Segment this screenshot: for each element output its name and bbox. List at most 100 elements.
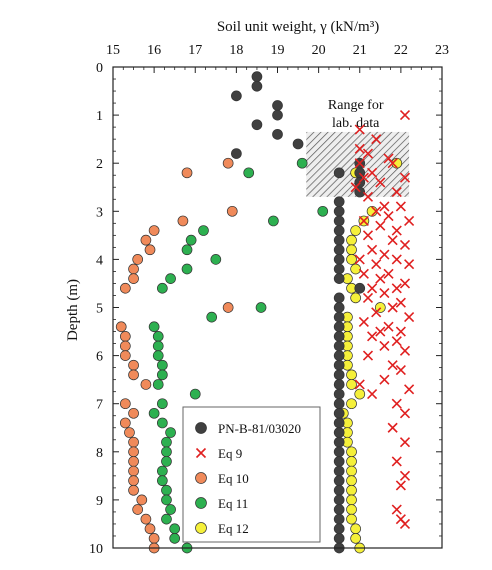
data-point — [354, 124, 365, 135]
data-point — [362, 191, 374, 202]
data-point — [350, 225, 361, 236]
x-tick-label: 19 — [271, 43, 285, 58]
data-point — [128, 369, 139, 381]
data-point — [185, 234, 197, 246]
data-point — [119, 398, 131, 410]
legend-label: Eq 11 — [218, 496, 248, 511]
data-point — [251, 119, 263, 131]
data-point — [367, 389, 378, 400]
data-point — [333, 359, 345, 371]
data-point — [128, 359, 139, 371]
data-point — [354, 158, 365, 169]
data-point — [148, 321, 160, 333]
data-point — [317, 205, 329, 217]
series-eq-12 — [337, 157, 403, 554]
data-point — [292, 138, 304, 150]
legend-marker — [195, 472, 207, 484]
data-point — [128, 436, 139, 448]
legend-label: PN-B-81/03020 — [218, 421, 301, 436]
data-point — [399, 470, 411, 481]
data-point — [375, 326, 386, 337]
data-point — [346, 446, 357, 458]
data-point — [391, 336, 402, 347]
data-point — [333, 475, 345, 487]
legend-label: Eq 10 — [218, 471, 249, 486]
data-point — [395, 201, 406, 212]
data-point — [157, 398, 168, 410]
plot-frame — [112, 66, 443, 549]
data-point — [379, 249, 390, 260]
series-eq-9 — [350, 110, 415, 530]
data-point — [354, 379, 365, 390]
data-point — [358, 215, 369, 226]
data-point — [189, 388, 201, 400]
y-tick-label: 7 — [96, 398, 103, 413]
data-point — [346, 234, 357, 246]
data-point — [333, 331, 345, 342]
x-tick-label: 15 — [106, 43, 120, 58]
data-point — [268, 215, 279, 227]
data-point — [399, 518, 411, 530]
data-point — [354, 388, 366, 400]
data-point — [152, 350, 164, 361]
data-point — [379, 340, 390, 352]
data-point — [333, 321, 345, 333]
data-point — [404, 259, 415, 270]
data-point — [346, 244, 357, 256]
data-point — [128, 273, 139, 284]
data-point — [161, 456, 172, 467]
x-axis-title: Soil unit weight, γ (kN/m³) — [217, 19, 379, 35]
data-point — [161, 484, 172, 496]
data-point — [177, 215, 189, 227]
data-point — [152, 331, 164, 342]
data-point — [367, 331, 378, 342]
legend: PN-B-81/03020 Eq 9 Eq 10 Eq 11 Eq 12 — [182, 406, 321, 543]
data-point — [272, 109, 283, 121]
series-eq-11 — [148, 157, 329, 554]
data-point — [350, 523, 361, 535]
legend-label: Eq 9 — [218, 446, 242, 461]
data-point — [333, 494, 345, 506]
data-point — [333, 379, 345, 390]
data-point — [169, 523, 181, 535]
data-point — [132, 504, 144, 515]
y-tick-label: 5 — [96, 302, 103, 317]
data-point — [387, 302, 398, 313]
data-point — [128, 407, 139, 419]
data-point — [379, 374, 390, 385]
data-point — [354, 254, 365, 265]
data-point — [119, 350, 131, 361]
data-point — [333, 263, 345, 275]
data-point — [358, 268, 369, 279]
data-point — [391, 254, 402, 265]
data-point — [383, 211, 394, 222]
data-point — [198, 225, 209, 236]
data-point — [136, 494, 148, 506]
y-tick-label: 8 — [96, 446, 103, 461]
data-point — [387, 422, 398, 433]
data-point — [399, 345, 411, 356]
data-point — [387, 360, 398, 371]
data-point — [251, 71, 263, 82]
data-point — [148, 407, 160, 419]
data-point — [354, 143, 365, 154]
data-point — [231, 148, 242, 159]
data-point — [333, 369, 345, 381]
data-point — [395, 326, 406, 337]
data-point — [181, 244, 193, 256]
data-point — [362, 350, 374, 361]
data-point — [333, 340, 345, 352]
data-point — [391, 225, 402, 236]
data-point — [350, 292, 361, 304]
data-point — [333, 273, 345, 284]
data-point — [169, 533, 181, 544]
data-point — [346, 465, 357, 477]
data-point — [161, 494, 172, 506]
data-point — [206, 311, 218, 323]
data-point — [395, 297, 406, 308]
range-label-line1: Range for — [328, 98, 384, 113]
data-point — [391, 186, 402, 198]
data-point — [181, 167, 193, 179]
data-point — [152, 379, 164, 390]
